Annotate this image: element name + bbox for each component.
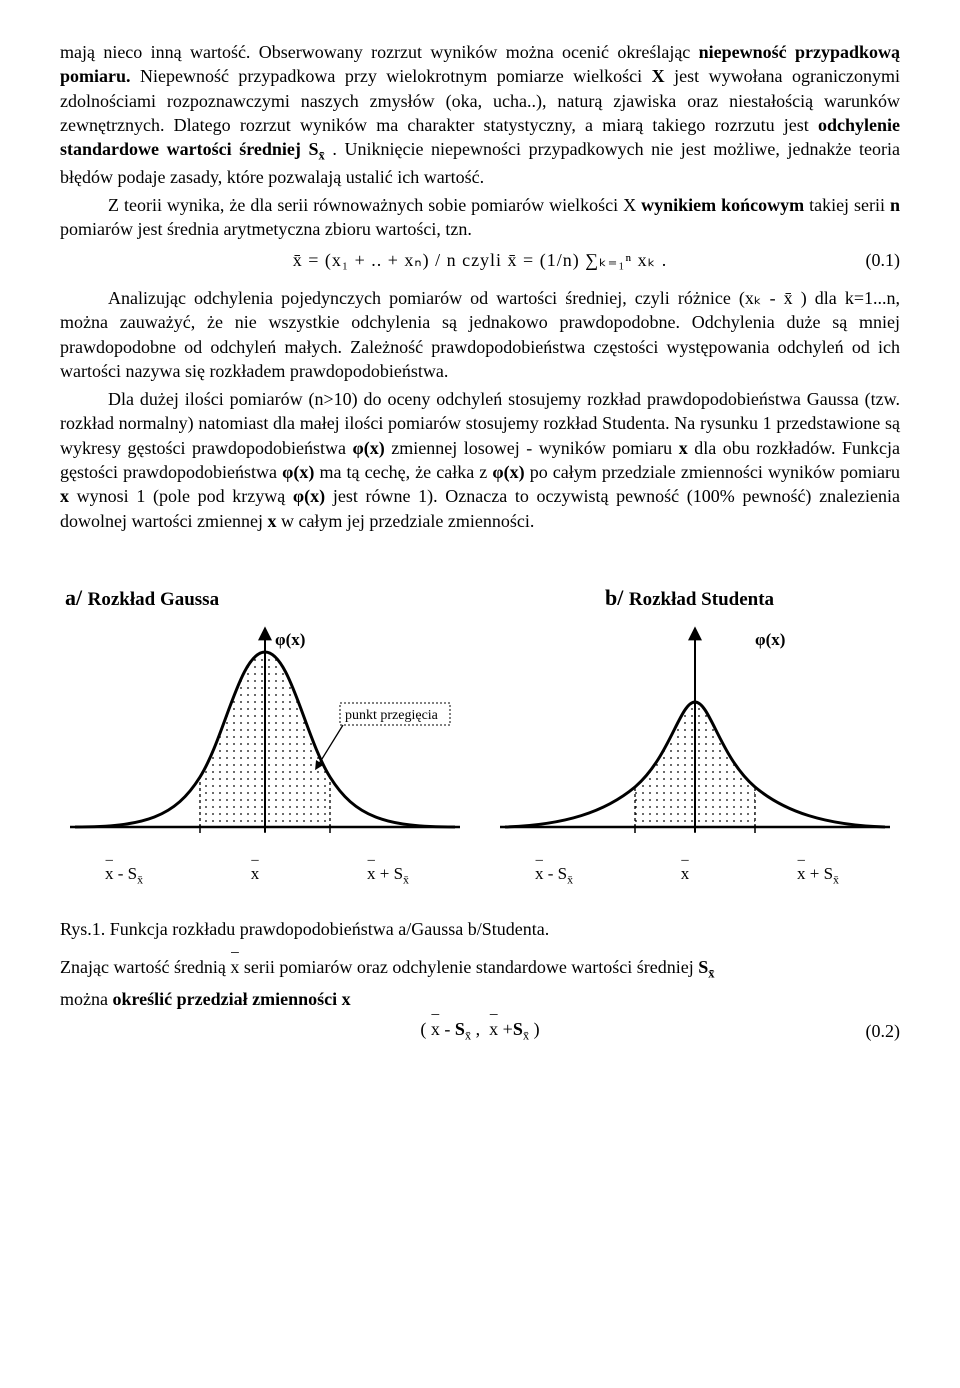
equation-body: ( x_ - Sx̄ , x_ +Sx̄ ) [420,1017,539,1045]
svg-text:φ(x): φ(x) [755,630,785,649]
paragraph-3: Analizując odchylenia pojedynczych pomia… [60,286,900,383]
student-svg: φ(x) [495,617,895,857]
paragraph-5: Znając wartość średnią x_ serii pomiarów… [60,955,900,983]
label-x-bar: x_ [251,863,260,887]
callout-text: punkt przegięcia [345,708,439,723]
equation-number: (0.1) [866,248,901,272]
term: wynikiem końcowym [641,195,804,215]
body-text: mają nieco inną wartość. Obserwowany roz… [60,42,699,62]
body-text: Z teorii wynika, że dla serii równoważny… [108,195,641,215]
body-text: pomiarów jest średnia arytmetyczna zbior… [60,219,472,239]
paragraph-2: Z teorii wynika, że dla serii równoważny… [60,193,900,242]
symbol-xbar: x_ [230,955,239,979]
equation-body: x̄ = (x₁ + .. + xₙ) / n czyli x̄ = (1/n)… [293,248,668,272]
figure-caption: Rys.1. Funkcja rozkładu prawdopodobieńst… [60,917,900,941]
label-x-minus-s: x_ - Sx̄ [535,863,573,887]
paragraph-5b: można określić przedział zmienności x [60,987,900,1011]
chart-gauss-title: a/ Rozkład Gaussa [65,583,465,613]
symbol-x: X [652,66,665,86]
chart-student-title: b/ Rozkład Studenta [495,583,895,613]
charts-row: a/ Rozkład Gaussa [60,583,900,887]
svg-text:φ(x): φ(x) [275,630,305,649]
label-x-bar: x_ [681,863,690,887]
body-text: Niepewność przypadkowa przy wielokrotnym… [140,66,652,86]
chart-gauss: a/ Rozkład Gaussa [65,583,465,887]
student-axis-labels: x_ - Sx̄ x_ x_ + Sx̄ [495,863,895,887]
label-x-minus-s: x_ - Sx̄ [105,863,143,887]
chart-student: b/ Rozkład Studenta φ(x) [495,583,895,887]
equation-0-2: ( x_ - Sx̄ , x_ +Sx̄ ) (0.2) [60,1017,900,1045]
equation-number: (0.2) [866,1019,901,1043]
body-text: takiej serii [809,195,890,215]
label-x-plus-s: x_ + Sx̄ [797,863,839,887]
gauss-svg: φ(x) punkt przegięcia [65,617,465,857]
paragraph-1: mają nieco inną wartość. Obserwowany roz… [60,40,900,189]
label-x-plus-s: x_ + Sx̄ [367,863,409,887]
equation-0-1: x̄ = (x₁ + .. + xₙ) / n czyli x̄ = (1/n)… [60,248,900,272]
symbol-n: n [890,195,900,215]
gauss-axis-labels: x_ - Sx̄ x_ x_ + Sx̄ [65,863,465,887]
symbol-s-xbar: Sx̄ [698,957,714,977]
paragraph-4: Dla dużej ilości pomiarów (n>10) do ocen… [60,387,900,533]
